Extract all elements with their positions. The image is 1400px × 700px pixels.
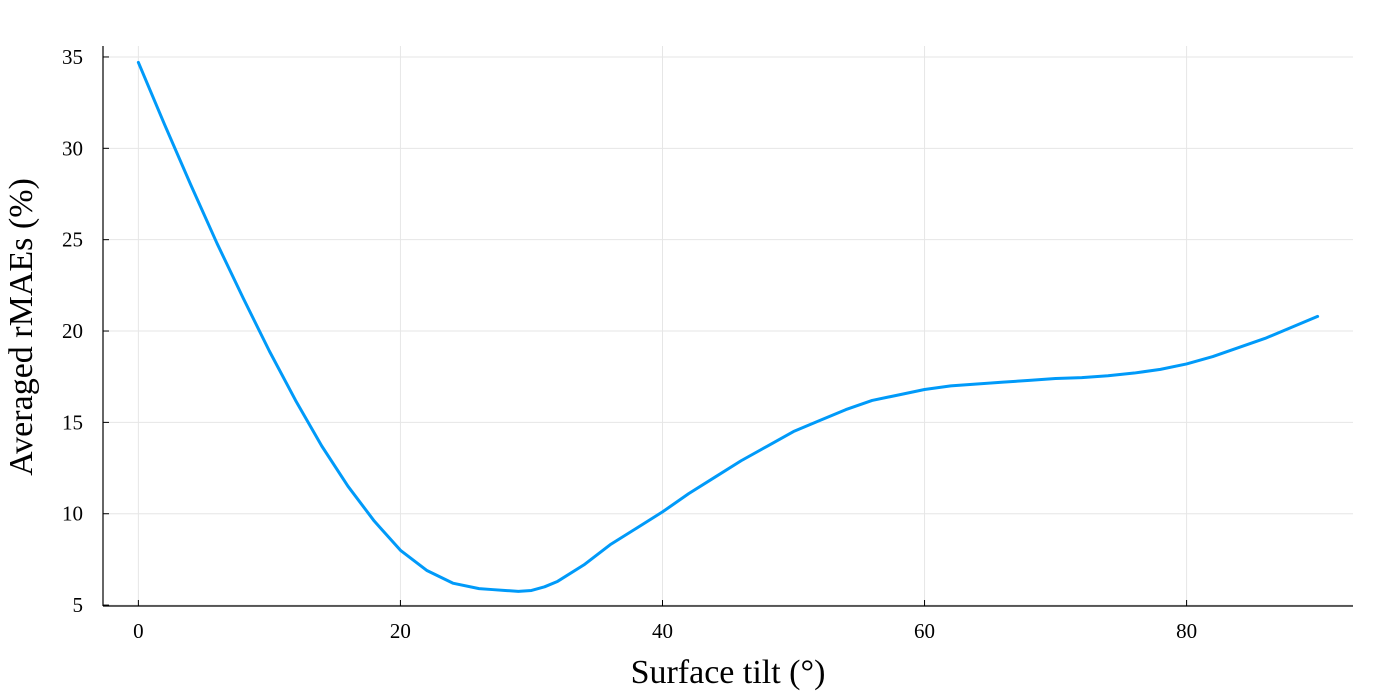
y-tick-label: 20 <box>62 319 83 343</box>
axes <box>102 46 1353 607</box>
y-tick-label: 30 <box>62 136 83 160</box>
tick-labels: 0 20 40 60 80 5 10 15 20 25 30 35 <box>62 45 1197 643</box>
x-tick-label: 40 <box>652 619 673 643</box>
y-tick-label: 15 <box>62 410 83 434</box>
x-tick-label: 20 <box>390 619 411 643</box>
y-tick-label: 10 <box>62 502 83 526</box>
y-axis-title: Averaged rMAEs (%) <box>3 178 40 476</box>
y-tick-label: 5 <box>73 593 84 617</box>
grid-lines <box>103 46 1353 606</box>
series-line <box>136 60 1320 593</box>
x-tick-label: 0 <box>133 619 144 643</box>
x-axis-title: Surface tilt (°) <box>631 654 826 691</box>
x-tick-label: 80 <box>1176 619 1197 643</box>
data-series <box>136 60 1320 593</box>
y-tick-label: 35 <box>62 45 83 69</box>
x-tick-label: 60 <box>914 619 935 643</box>
y-tick-label: 25 <box>62 228 83 252</box>
